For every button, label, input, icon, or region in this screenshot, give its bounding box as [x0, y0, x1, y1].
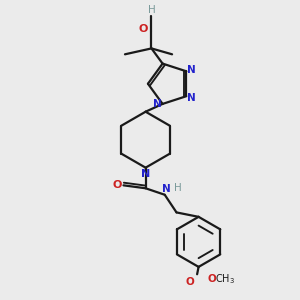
Text: O: O [112, 180, 122, 190]
Text: O: O [139, 24, 148, 34]
Text: N: N [187, 65, 196, 75]
Text: N: N [153, 99, 162, 109]
Text: O: O [185, 277, 194, 286]
Text: N: N [141, 169, 150, 179]
Text: H: H [148, 4, 156, 14]
Text: O: O [208, 274, 216, 284]
Text: N: N [187, 93, 196, 103]
Text: N: N [162, 184, 171, 194]
Text: H: H [174, 183, 182, 193]
Text: CH$_3$: CH$_3$ [215, 272, 235, 286]
